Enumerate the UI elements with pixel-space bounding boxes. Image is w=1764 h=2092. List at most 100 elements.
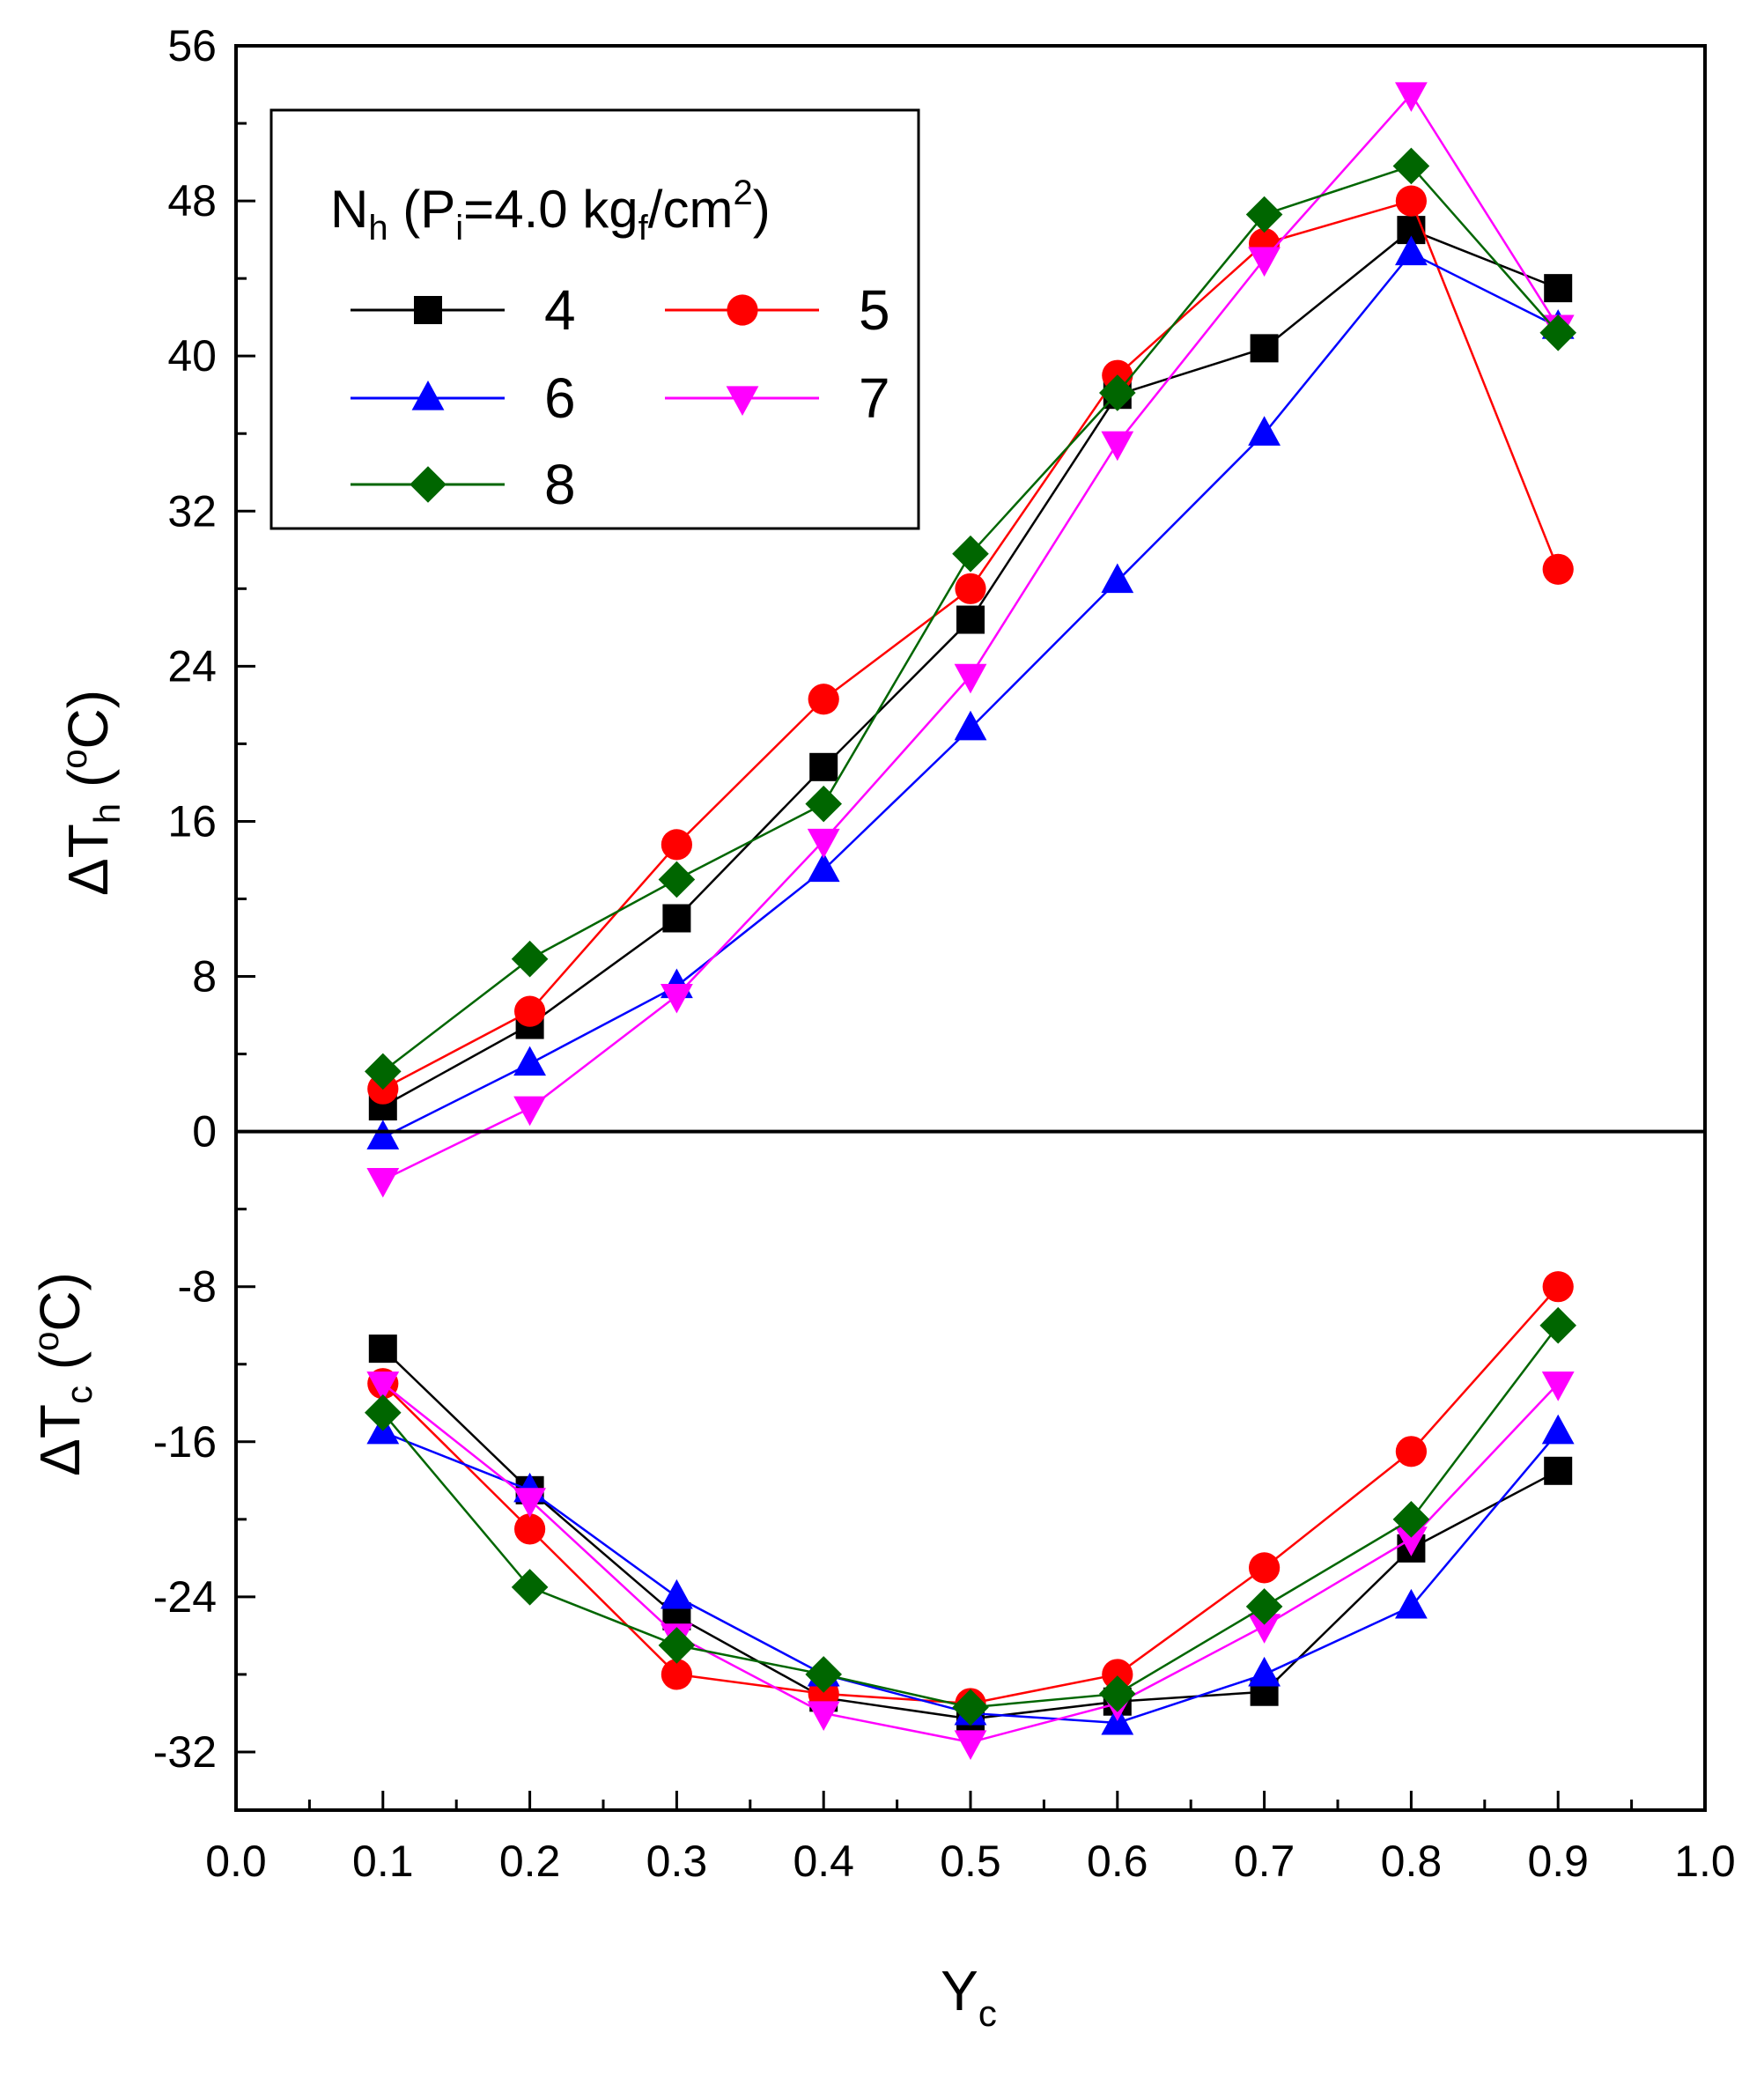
y-axis-title-hot: ΔTh (oC) xyxy=(55,690,128,896)
series-8-hot-point xyxy=(1245,196,1283,233)
legend-entry-7: 7 xyxy=(665,366,890,430)
series-7-cold-point xyxy=(1395,1526,1428,1556)
series-8-cold-point xyxy=(952,1689,989,1726)
legend-entry-5: 5 xyxy=(665,278,890,342)
series-5-cold-line xyxy=(381,1285,1560,1705)
series-5-cold-point xyxy=(1542,1271,1574,1303)
series-7-hot-point xyxy=(1248,247,1281,277)
series-7-cold-point xyxy=(1541,1371,1575,1401)
series-5-cold-point xyxy=(1102,1659,1133,1690)
series-7-cold-point xyxy=(1248,1614,1281,1644)
x-tick-label: 0.8 xyxy=(1381,1837,1443,1886)
legend-title: Nh (Pi=4.0 kgf/cm2) xyxy=(330,174,771,248)
series-5-hot-point xyxy=(1395,185,1427,217)
series-8-hot-point xyxy=(952,535,989,573)
series-4-cold-point xyxy=(1544,1456,1573,1485)
series-8-hot-point xyxy=(1392,147,1430,185)
series-7-hot-point xyxy=(661,983,693,1014)
series-7-hot-point xyxy=(366,1168,400,1198)
series-5-hot-point xyxy=(514,995,546,1027)
y-tick-label: 32 xyxy=(167,486,217,536)
y-tick-label: -16 xyxy=(153,1417,217,1467)
series-5-hot-point xyxy=(661,829,693,861)
series-7-hot-point xyxy=(513,1096,546,1127)
series-8-cold-point xyxy=(511,1569,549,1606)
series-6-cold-point xyxy=(1248,1656,1281,1687)
legend-label: 8 xyxy=(544,453,576,516)
series-5-cold-point xyxy=(1249,1552,1281,1584)
y-tick-label: 0 xyxy=(192,1107,217,1157)
series-7-hot-point xyxy=(807,828,840,859)
series-7-hot-point xyxy=(1395,82,1428,113)
legend: Nh (Pi=4.0 kgf/cm2) 4 5 6 7 8 xyxy=(269,108,920,530)
series-6-cold-point xyxy=(661,1578,693,1609)
series-5-hot-point xyxy=(808,684,839,715)
series-8-hot-point xyxy=(658,861,696,898)
y-tick-label: 8 xyxy=(192,952,217,1002)
series-layer xyxy=(365,82,1576,1760)
x-tick-label: 0.9 xyxy=(1527,1837,1589,1886)
x-tick-label: 0.7 xyxy=(1234,1837,1295,1886)
series-6-cold-point xyxy=(1395,1588,1428,1619)
series-5-hot-point xyxy=(955,573,986,604)
series-8-cold-point xyxy=(1392,1501,1430,1538)
x-tick-label: 0.2 xyxy=(499,1837,561,1886)
series-4-cold-point xyxy=(368,1334,397,1364)
y-tick-label: 56 xyxy=(167,21,217,70)
series-5-cold-point xyxy=(514,1513,546,1545)
x-tick-label: 1.0 xyxy=(1674,1837,1736,1886)
series-7-cold-point xyxy=(954,1730,987,1760)
legend-label: 7 xyxy=(859,366,890,430)
series-4-hot-point xyxy=(1250,334,1279,363)
series-6-hot-point xyxy=(513,1046,546,1076)
series-6-hot-point xyxy=(807,852,840,883)
series-8-hot-point xyxy=(805,785,842,823)
series-4-hot-point xyxy=(809,752,838,781)
y-tick-label: 16 xyxy=(167,796,217,846)
legend-entry-8: 8 xyxy=(351,453,576,516)
series-8-cold-point xyxy=(805,1656,842,1693)
x-tick-label: 0.4 xyxy=(793,1837,854,1886)
y-tick-label: -24 xyxy=(153,1572,217,1622)
series-8-hot-point xyxy=(1099,374,1136,411)
series-8-hot-point xyxy=(365,1053,402,1090)
legend-marker xyxy=(411,381,445,410)
series-8-cold-point xyxy=(1539,1306,1576,1344)
series-8-cold-point xyxy=(658,1627,696,1664)
series-5-hot-point xyxy=(1542,553,1574,585)
series-4-hot-point xyxy=(956,605,985,634)
y-tick-label: 40 xyxy=(167,331,217,381)
series-4-hot-point xyxy=(1544,274,1573,303)
x-tick-label: 0.1 xyxy=(352,1837,414,1886)
y-tick-label: -32 xyxy=(153,1727,217,1777)
series-6-cold-point xyxy=(1541,1414,1575,1445)
plot-frame xyxy=(234,44,1707,1812)
x-tick-label: 0.3 xyxy=(646,1837,708,1886)
legend-label: 6 xyxy=(544,366,576,430)
y-tick-label: 24 xyxy=(167,641,217,691)
series-6-hot-point xyxy=(954,710,987,741)
series-8-cold-point xyxy=(365,1393,402,1431)
series-7-cold-point xyxy=(513,1488,546,1518)
series-8-hot-point xyxy=(511,940,549,978)
series-8 xyxy=(365,147,1576,1726)
y-axis-title-cold: ΔTc (oC) xyxy=(27,1272,100,1476)
series-5-cold-point xyxy=(661,1659,693,1690)
series-5-cold-point xyxy=(1395,1436,1427,1467)
legend-entry-6: 6 xyxy=(351,366,576,430)
series-8-cold-point xyxy=(1099,1675,1136,1712)
series-4-hot-point xyxy=(662,904,691,933)
series-7-hot-point xyxy=(1101,431,1134,462)
legend-entry-4: 4 xyxy=(351,278,576,342)
x-tick-label: 0.5 xyxy=(940,1837,1001,1886)
y-tick-label: 48 xyxy=(167,176,217,225)
series-6-hot-point xyxy=(1395,235,1428,266)
series-6-hot-point xyxy=(1101,563,1134,594)
series-6-hot-point xyxy=(366,1120,400,1149)
legend-marker xyxy=(726,386,759,416)
series-8-hot-point xyxy=(1539,314,1576,351)
legend-marker xyxy=(410,466,447,503)
x-axis-title: Yc xyxy=(941,1959,997,2034)
series-7-cold-point xyxy=(366,1371,400,1401)
